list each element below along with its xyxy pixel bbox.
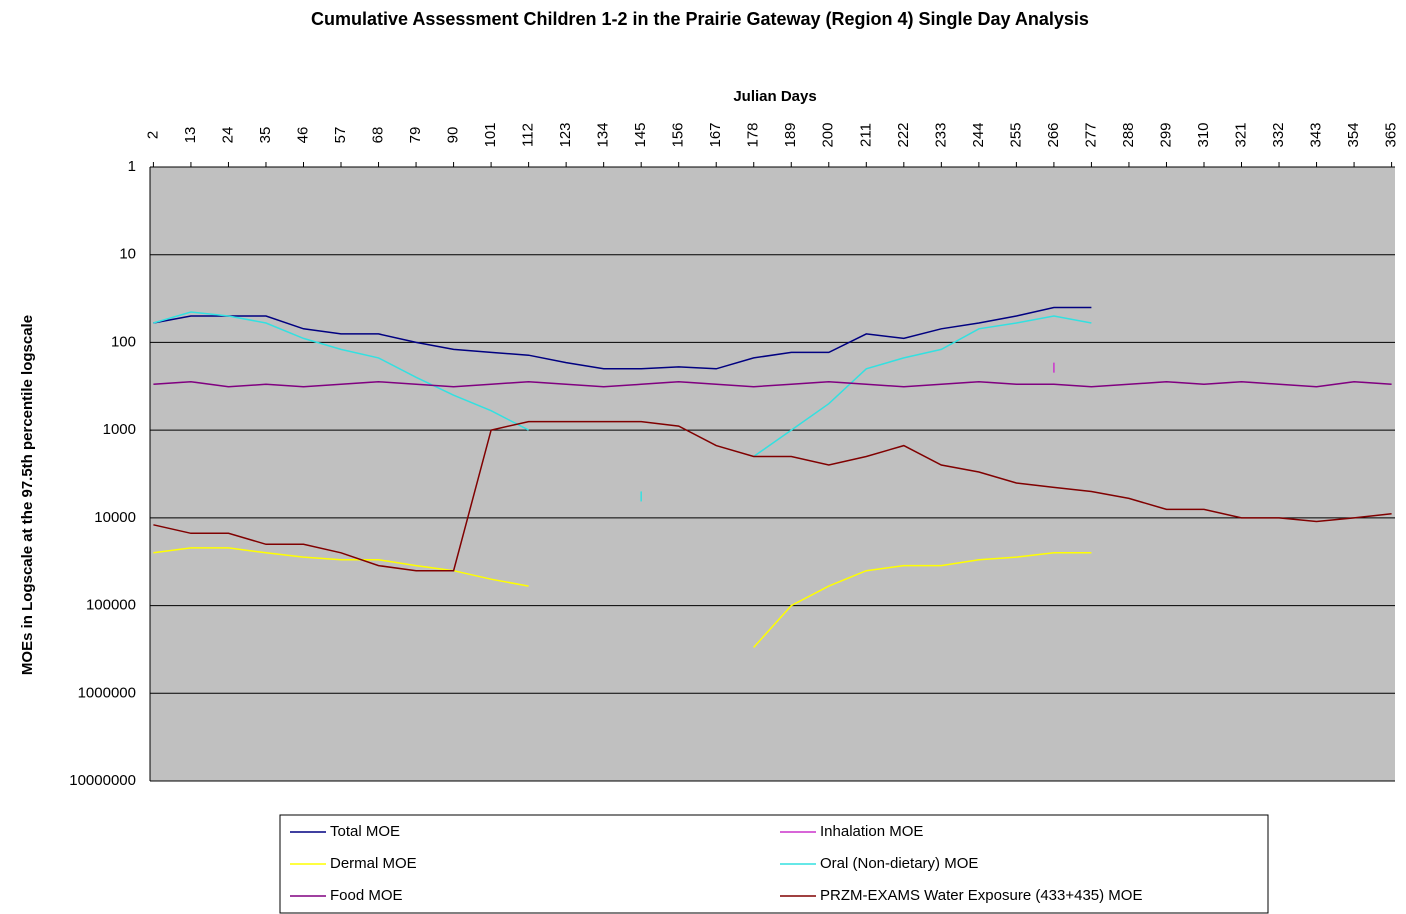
x-tick-label: 310 (1195, 122, 1212, 147)
series-line (753, 552, 1092, 648)
legend-box (279, 814, 1269, 914)
x-tick-label: 123 (557, 122, 574, 147)
series-line (153, 547, 529, 587)
y-tick-label: 10 (119, 246, 136, 263)
x-tick-label: 354 (1345, 122, 1362, 147)
y-tick-label: 1000 (103, 421, 136, 438)
legend-label: Dermal MOE (330, 855, 417, 872)
x-tick-label: 343 (1308, 122, 1325, 147)
x-tick-label: 112 (520, 123, 537, 147)
x-tick-label: 332 (1270, 122, 1287, 147)
legend-label: Oral (Non-dietary) MOE (820, 855, 978, 872)
x-tick-label: 288 (1120, 122, 1137, 147)
x-tick-label: 156 (670, 122, 687, 147)
x-tick-label: 211 (857, 123, 874, 147)
x-tick-label: 24 (219, 127, 236, 144)
x-axis-label: Julian Days (733, 88, 816, 105)
legend-label: Total MOE (330, 823, 400, 840)
x-tick-label: 178 (745, 122, 762, 147)
x-tick-label: 321 (1232, 122, 1249, 147)
legend-label: Inhalation MOE (820, 823, 923, 840)
x-tick-label: 35 (257, 127, 274, 144)
x-tick-label: 13 (182, 127, 199, 144)
y-tick-label: 10000 (94, 509, 136, 526)
y-tick-label: 1 (128, 158, 136, 175)
x-tick-label: 90 (445, 127, 462, 144)
x-tick-label: 233 (932, 122, 949, 147)
x-tick-label: 266 (1045, 122, 1062, 147)
series-line (153, 380, 1392, 388)
y-tick-label: 100 (111, 333, 136, 350)
y-tick-label: 1000000 (78, 684, 136, 701)
x-tick-label: 2 (144, 131, 161, 139)
x-tick-label: 134 (595, 122, 612, 147)
x-tick-label: 57 (332, 127, 349, 144)
x-tick-label: 68 (370, 127, 387, 144)
x-tick-label: 244 (970, 122, 987, 147)
x-tick-label: 365 (1383, 122, 1400, 147)
x-tick-label: 299 (1157, 122, 1174, 147)
y-tick-label: 100000 (86, 597, 136, 614)
y-axis-label: MOEs in Logscale at the 97.5th percentil… (19, 315, 36, 675)
x-tick-label: 46 (294, 127, 311, 144)
legend-label: Food MOE (330, 887, 403, 904)
plot-area (150, 167, 1395, 781)
series-line (153, 420, 1392, 572)
x-tick-label: 277 (1082, 122, 1099, 147)
series-line (153, 311, 529, 431)
x-tick-label: 222 (895, 122, 912, 147)
x-tick-label: 79 (407, 127, 424, 144)
y-tick-label: 10000000 (69, 772, 136, 789)
legend-label: PRZM-EXAMS Water Exposure (433+435) MOE (820, 887, 1142, 904)
series-line (753, 315, 1092, 458)
series-line (153, 306, 1092, 370)
x-tick-label: 167 (707, 122, 724, 147)
x-tick-label: 145 (632, 122, 649, 147)
chart-title: Cumulative Assessment Children 1-2 in th… (311, 9, 1089, 29)
x-tick-label: 189 (782, 122, 799, 147)
x-tick-label: 200 (820, 122, 837, 147)
x-tick-label: 101 (482, 122, 499, 147)
x-tick-label: 255 (1007, 122, 1024, 147)
